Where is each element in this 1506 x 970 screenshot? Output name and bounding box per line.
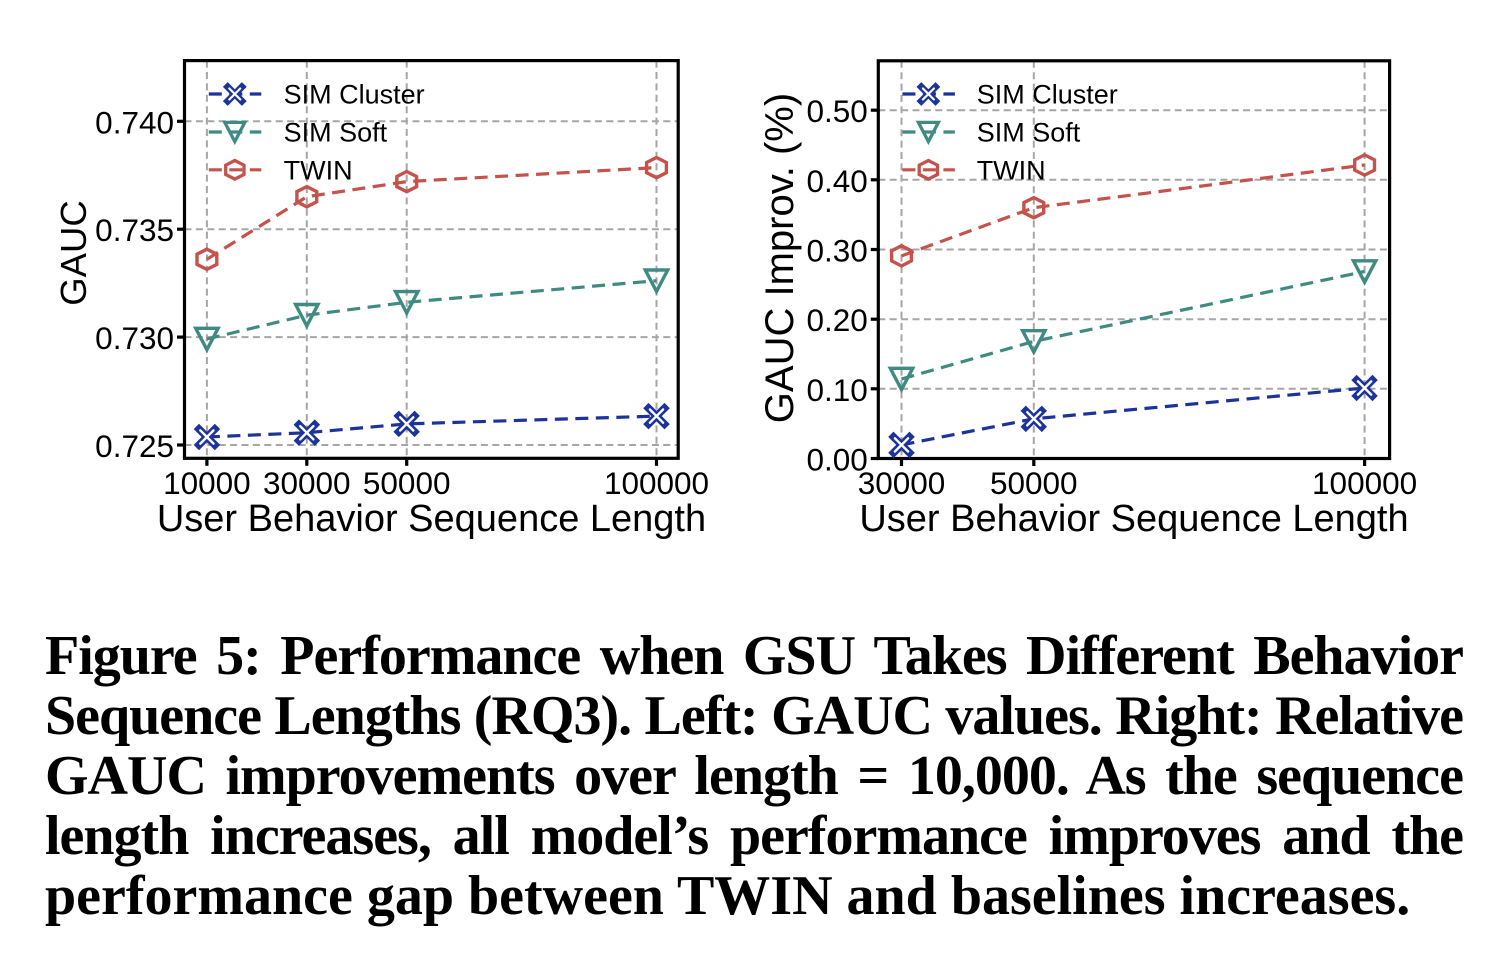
svg-text:SIM Soft: SIM Soft: [284, 118, 388, 148]
svg-text:TWIN: TWIN: [977, 155, 1046, 185]
svg-text:0.40: 0.40: [806, 163, 867, 199]
svg-text:50000: 50000: [363, 465, 451, 501]
svg-text:User Behavior Sequence Length: User Behavior Sequence Length: [157, 498, 706, 540]
svg-text:GAUC Improv. (%): GAUC Improv. (%): [758, 93, 802, 423]
svg-text:0.30: 0.30: [806, 233, 867, 269]
svg-text:0.725: 0.725: [95, 428, 174, 464]
svg-text:50000: 50000: [990, 465, 1078, 501]
svg-text:30000: 30000: [263, 465, 351, 501]
svg-text:0.730: 0.730: [95, 320, 174, 356]
svg-text:SIM Soft: SIM Soft: [977, 118, 1081, 148]
svg-text:100000: 100000: [604, 465, 709, 501]
svg-text:0.740: 0.740: [95, 104, 174, 140]
svg-text:0.735: 0.735: [95, 212, 174, 248]
svg-text:10000: 10000: [163, 465, 251, 501]
svg-text:SIM Cluster: SIM Cluster: [284, 80, 425, 110]
svg-text:0.20: 0.20: [806, 302, 867, 338]
svg-text:0.00: 0.00: [806, 442, 867, 478]
svg-text:30000: 30000: [858, 465, 946, 501]
svg-text:User Behavior Sequence Length: User Behavior Sequence Length: [859, 498, 1408, 540]
svg-text:SIM Cluster: SIM Cluster: [977, 80, 1118, 110]
svg-text:TWIN: TWIN: [284, 155, 353, 185]
svg-text:GAUC: GAUC: [53, 200, 94, 305]
svg-text:0.50: 0.50: [806, 93, 867, 129]
svg-text:100000: 100000: [1312, 465, 1417, 501]
svg-text:0.10: 0.10: [806, 372, 867, 408]
